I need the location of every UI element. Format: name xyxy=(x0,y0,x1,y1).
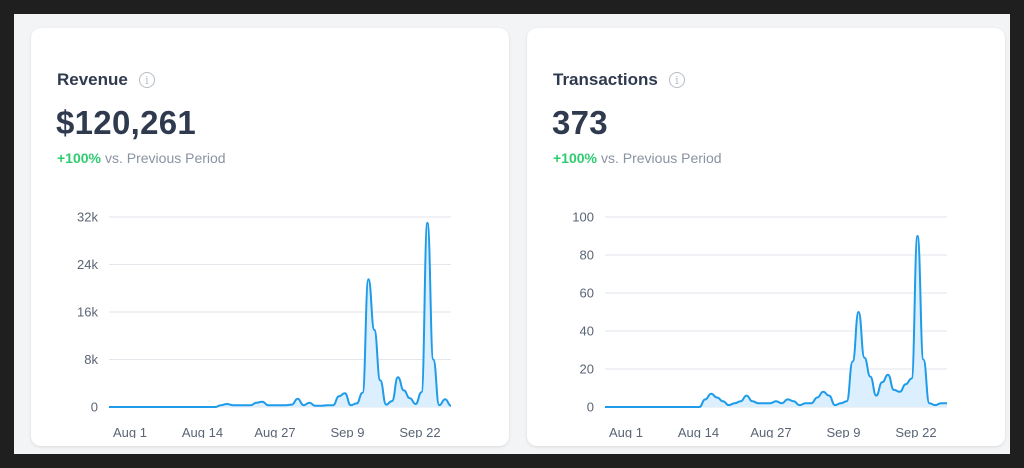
dashboard-frame: Revenue i $120,261 +100% vs. Previous Per… xyxy=(14,14,1010,454)
transactions-value: 373 xyxy=(552,104,608,141)
revenue-delta-label: vs. Previous Period xyxy=(104,150,226,166)
transactions-chart: 100 80 60 40 20 0 Aug 1 Aug 14 Aug 27 Sep 9 Sep 22 xyxy=(572,209,947,438)
y-tick-label: 32k xyxy=(77,209,98,224)
transactions-delta-label: vs. Previous Period xyxy=(600,150,722,166)
y-tick-label: 16k xyxy=(77,304,98,319)
y-tick-label: 80 xyxy=(580,247,594,262)
x-tick-label: Sep 22 xyxy=(895,425,936,438)
y-tick-label: 0 xyxy=(91,399,98,414)
revenue-delta-percent: +100% xyxy=(57,150,101,166)
info-icon[interactable]: i xyxy=(138,72,155,88)
revenue-delta: +100% vs. Previous Period xyxy=(57,150,226,166)
revenue-title-row: Revenue i xyxy=(57,70,155,90)
x-tick-label: Sep 22 xyxy=(399,425,440,438)
x-tick-label: Aug 27 xyxy=(254,425,295,438)
y-tick-label: 60 xyxy=(580,285,594,300)
transactions-title-row: Transactions i xyxy=(553,70,685,90)
y-tick-label: 40 xyxy=(580,323,594,338)
revenue-chart: 32k 24k 16k 8k 0 Aug 1 Aug 14 Aug 27 Sep 9 Sep 22 xyxy=(77,209,452,438)
x-tick-label: Sep 9 xyxy=(827,425,861,438)
y-tick-label: 20 xyxy=(580,361,594,376)
transactions-delta: +100% vs. Previous Period xyxy=(553,150,722,166)
transactions-delta-percent: +100% xyxy=(553,150,597,166)
series-line[interactable] xyxy=(604,235,947,408)
revenue-card: Revenue i $120,261 +100% vs. Previous Per… xyxy=(31,28,509,446)
y-tick-label: 8k xyxy=(84,352,98,367)
transactions-title: Transactions xyxy=(553,70,658,89)
series-area xyxy=(605,236,947,407)
y-tick-label: 0 xyxy=(587,399,594,414)
transactions-card: Transactions i 373 +100% vs. Previous Per… xyxy=(527,28,1005,446)
series-line[interactable] xyxy=(108,221,452,408)
revenue-title: Revenue xyxy=(57,70,128,89)
x-tick-label: Aug 1 xyxy=(113,425,147,438)
x-tick-label: Aug 14 xyxy=(678,425,719,438)
x-tick-label: Sep 9 xyxy=(331,425,365,438)
x-tick-label: Aug 14 xyxy=(182,425,223,438)
x-tick-label: Aug 27 xyxy=(750,425,791,438)
revenue-value: $120,261 xyxy=(56,104,197,141)
y-tick-label: 24k xyxy=(77,257,98,272)
info-icon[interactable]: i xyxy=(668,72,685,88)
y-tick-label: 100 xyxy=(572,209,594,224)
x-tick-label: Aug 1 xyxy=(609,425,643,438)
